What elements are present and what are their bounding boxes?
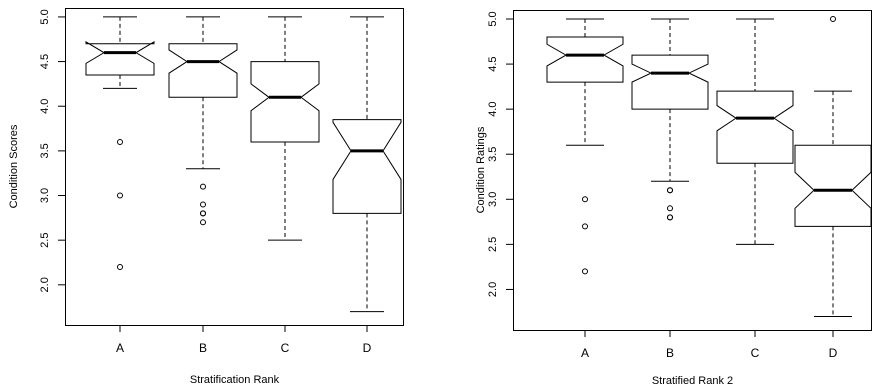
x-axis-label: Stratified Rank 2 [652, 375, 733, 387]
outlier-point [200, 201, 206, 208]
outlier-point [117, 138, 123, 145]
left-boxplot-panel: Condition Scores Stratification Rank 2.0… [8, 8, 404, 386]
outlier-point [117, 192, 123, 199]
x-axis-label: Stratification Rank [190, 374, 280, 386]
outlier-point [830, 16, 836, 23]
y-axis-label: Condition Ratings [475, 126, 487, 213]
y-tick-label: 3.5 [487, 147, 499, 162]
y-tick-label: 5.0 [39, 9, 51, 24]
box-B [631, 18, 709, 221]
box-body [631, 54, 709, 110]
box-C [250, 16, 320, 241]
y-axis-label: Condition Scores [8, 124, 20, 208]
outlier-point [582, 268, 588, 275]
outlier-point [667, 205, 673, 212]
y-tick-label: 2.0 [487, 282, 499, 297]
box-body [168, 43, 238, 98]
box-body [716, 90, 794, 164]
box-body [85, 41, 155, 76]
box-A [85, 16, 155, 270]
y-tick-label: 4.0 [39, 99, 51, 114]
x-tick-label: C [281, 341, 290, 355]
y-tick-label: 2.5 [39, 233, 51, 248]
outlier-point [117, 263, 123, 270]
y-tick-label: 5.0 [487, 11, 499, 26]
y-tick-label: 3.0 [487, 192, 499, 207]
y-tick-label: 3.0 [39, 188, 51, 203]
x-tick-label: D [829, 346, 838, 360]
y-tick-label: 2.5 [487, 237, 499, 252]
box-body [546, 36, 624, 83]
outlier-point [667, 187, 673, 194]
outlier-point [200, 210, 206, 217]
outlier-point [200, 219, 206, 226]
outlier-point [582, 196, 588, 203]
box-body [250, 61, 320, 143]
box-A [546, 18, 624, 275]
outlier-point [200, 183, 206, 190]
x-tick-label: A [581, 346, 589, 360]
x-tick-label: B [666, 346, 674, 360]
y-tick-label: 3.5 [39, 143, 51, 158]
x-tick-label: B [199, 341, 207, 355]
box-C [716, 18, 794, 245]
box-B [168, 16, 238, 226]
box-D [794, 16, 872, 317]
y-tick-label: 4.5 [487, 56, 499, 71]
y-tick-label: 2.0 [39, 277, 51, 292]
x-tick-label: A [116, 341, 124, 355]
box-body [794, 144, 872, 227]
outlier-point [582, 223, 588, 230]
y-tick-label: 4.0 [487, 102, 499, 117]
outlier-point [667, 214, 673, 221]
right-boxplot-panel: Condition Ratings Stratified Rank 2 2.0 2… [475, 10, 872, 387]
x-tick-label: D [363, 341, 372, 355]
x-tick-label: C [751, 346, 760, 360]
box-D [332, 16, 402, 313]
y-tick-label: 4.5 [39, 54, 51, 69]
box-body [332, 119, 402, 214]
plot-frame [65, 8, 404, 326]
